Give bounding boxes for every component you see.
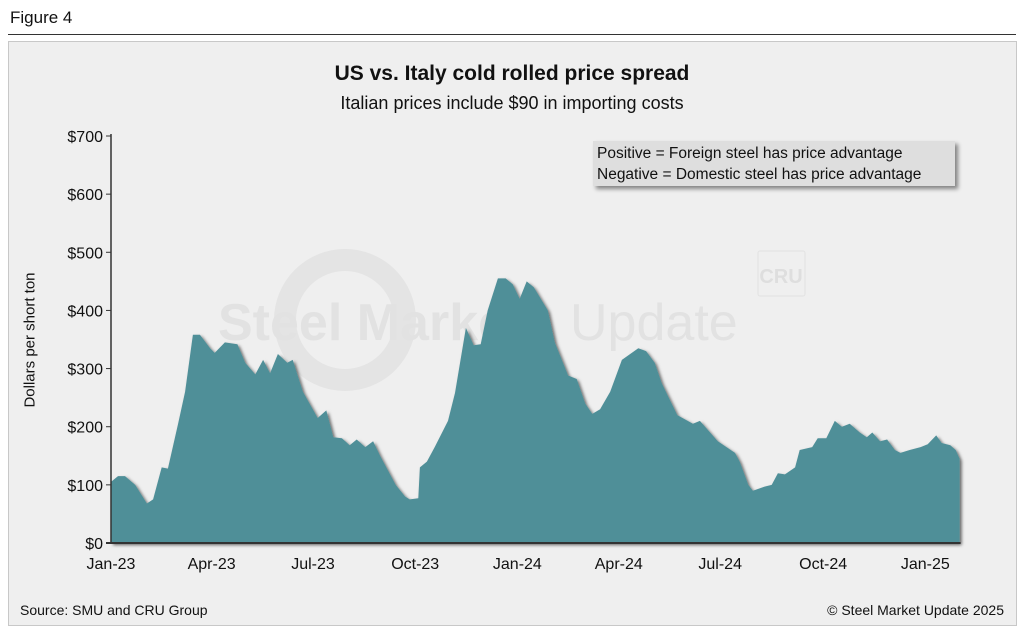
watermark: Steel Market Update CRU: [218, 249, 806, 391]
legend-negative: Negative = Domestic steel has price adva…: [597, 166, 922, 183]
x-tick-label: Jul-24: [698, 556, 742, 573]
x-tick-label: Apr-24: [595, 556, 643, 573]
y-axis-label: Dollars per short ton: [21, 272, 39, 408]
x-tick-label: Apr-23: [188, 556, 236, 573]
y-tick-label: $0: [85, 536, 103, 553]
x-tick-label: Jan-23: [87, 556, 136, 573]
y-tick-label: $300: [67, 362, 103, 379]
svg-text:Steel Market: Steel Market: [218, 294, 524, 352]
y-tick-label: $100: [67, 478, 103, 495]
y-tick-label: $600: [67, 187, 103, 204]
y-tick-label: $200: [67, 420, 103, 437]
chart-title: US vs. Italy cold rolled price spread: [334, 62, 690, 85]
copyright-note: © Steel Market Update 2025: [827, 602, 1004, 618]
divider: [8, 34, 1016, 35]
legend-positive: Positive = Foreign steel has price advan…: [597, 145, 903, 162]
y-tick-label: $400: [67, 303, 103, 320]
x-tick-label: Oct-23: [391, 556, 439, 573]
x-tick-label: Jan-25: [901, 556, 950, 573]
y-tick-label: $700: [67, 129, 103, 146]
figure-label: Figure 4: [10, 8, 73, 27]
svg-text:CRU: CRU: [759, 266, 802, 288]
svg-text:Update: Update: [570, 294, 738, 352]
x-tick-label: Jul-23: [291, 556, 335, 573]
axes: [106, 134, 961, 544]
chart-subtitle: Italian prices include $90 in importing …: [340, 93, 684, 113]
source-note: Source: SMU and CRU Group: [20, 602, 208, 618]
x-tick-label: Oct-24: [799, 556, 847, 573]
legend-box: Positive = Foreign steel has price advan…: [593, 141, 955, 186]
y-tick-label: $500: [67, 245, 103, 262]
x-tick-label: Jan-24: [493, 556, 542, 573]
area-series: [111, 278, 960, 543]
